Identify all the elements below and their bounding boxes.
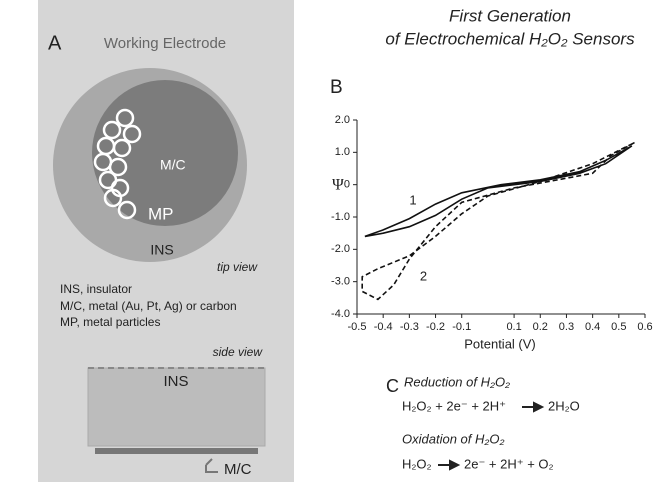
reaction-arrow [522, 403, 542, 411]
x-tick-label: 0.3 [559, 321, 574, 333]
x-axis-label: Potential (V) [464, 336, 536, 351]
panel-label: A [48, 32, 62, 54]
tip-view-label: tip view [217, 260, 258, 274]
chart-title: of Electrochemical H₂O₂ Sensors [385, 29, 635, 48]
x-tick-label: 0.6 [637, 321, 652, 333]
oxidation-products: 2e⁻ + 2H⁺ + O₂ [464, 456, 554, 471]
chart-title: First Generation [449, 6, 571, 25]
y-tick-label: 1.0 [335, 146, 350, 158]
y-tick-label: 0 [344, 179, 350, 191]
y-tick-label: -1.0 [331, 211, 350, 223]
x-tick-label: 0.4 [585, 321, 600, 333]
panel-label: B [330, 77, 343, 98]
series-line [365, 146, 632, 237]
ins-label: INS [150, 242, 173, 258]
x-tick-label: -0.2 [426, 321, 445, 333]
x-tick-label: -0.5 [348, 321, 367, 333]
side-metal [95, 448, 258, 454]
x-tick-label: -0.1 [452, 321, 471, 333]
panel-label: C [386, 376, 399, 396]
y-tick-label: -4.0 [331, 308, 350, 320]
series-label: 1 [409, 192, 416, 207]
reaction-arrow [438, 461, 458, 469]
oxidation-title: Oxidation of H₂O₂ [402, 431, 504, 446]
y-tick-label: -3.0 [331, 276, 350, 288]
x-tick-label: -0.4 [374, 321, 393, 333]
reduction-products: 2H₂O [548, 398, 580, 413]
reduction-reactants: H₂O₂ + 2e⁻ + 2H⁺ [402, 398, 506, 413]
y-axis-label: Ψ [332, 177, 344, 194]
mc-label: M/C [160, 157, 186, 173]
side-view-label: side view [213, 345, 264, 359]
reduction-title: Reduction of H₂O₂ [404, 374, 510, 389]
x-tick-label: 0.1 [506, 321, 521, 333]
x-tick-label: 0.2 [533, 321, 548, 333]
legend-item: INS, insulator [60, 282, 132, 296]
side-ins-label: INS [163, 373, 188, 390]
figure: A Working Electrode M/C MP INS tip view … [0, 0, 660, 489]
series-label: 2 [420, 268, 427, 283]
plot: 2.0 1.0 0 -1.0 -2.0 -3.0 -4.0-0.5 -0.4 -0.3 -0.2-… [331, 114, 653, 333]
electrode-title: Working Electrode [104, 35, 226, 52]
legend-item: M/C, metal (Au, Pt, Ag) or carbon [60, 299, 237, 313]
y-tick-label: 2.0 [335, 114, 350, 126]
x-tick-label: 0.5 [611, 321, 626, 333]
side-mc-label: M/C [224, 461, 252, 478]
oxidation-reactants: H₂O₂ [402, 456, 432, 471]
legend-item: MP, metal particles [60, 315, 160, 329]
x-tick-label: -0.3 [400, 321, 419, 333]
y-tick-label: -2.0 [331, 243, 350, 255]
mp-label: MP [148, 204, 174, 223]
